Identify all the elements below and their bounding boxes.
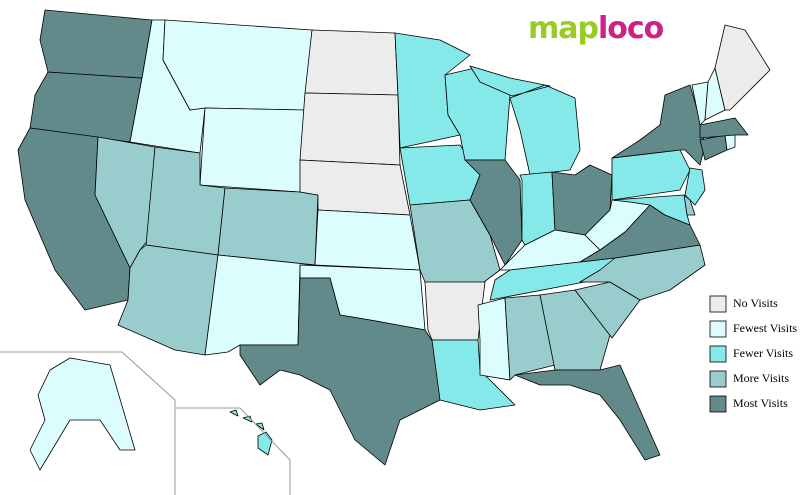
state xyxy=(699,117,749,139)
state xyxy=(299,92,401,166)
legend-swatch xyxy=(709,345,727,363)
legend-swatch xyxy=(709,295,727,313)
state xyxy=(477,297,511,381)
state xyxy=(239,277,441,466)
legend: No Visits Fewest Visits Fewer Visits More V… xyxy=(709,295,797,413)
state xyxy=(314,209,421,271)
logo-loco: loco xyxy=(598,11,664,46)
state xyxy=(162,19,313,111)
legend-swatch xyxy=(709,370,727,388)
state xyxy=(514,364,661,461)
legend-swatch xyxy=(709,320,727,338)
state xyxy=(504,294,556,381)
legend-label: No Visits xyxy=(733,296,778,310)
state xyxy=(431,339,516,411)
state xyxy=(29,357,136,471)
legend-swatch xyxy=(709,395,727,413)
state xyxy=(39,9,153,79)
state xyxy=(469,65,581,176)
state xyxy=(579,244,706,301)
states xyxy=(17,9,771,471)
state xyxy=(539,289,611,371)
legend-label: Most Visits xyxy=(733,396,788,410)
state xyxy=(714,24,771,111)
state xyxy=(229,409,273,456)
state xyxy=(684,167,706,206)
legend-label: Fewer Visits xyxy=(733,346,793,360)
legend-label: More Visits xyxy=(733,371,789,385)
state xyxy=(724,134,736,151)
inset-border xyxy=(0,351,291,495)
state xyxy=(424,281,486,341)
state xyxy=(611,194,691,226)
logo-map: map xyxy=(528,11,599,46)
logo: maploco xyxy=(528,11,664,46)
state xyxy=(304,29,399,96)
state xyxy=(217,187,319,266)
state xyxy=(611,149,691,201)
legend-label: Fewest Visits xyxy=(733,321,797,335)
state xyxy=(199,107,306,193)
